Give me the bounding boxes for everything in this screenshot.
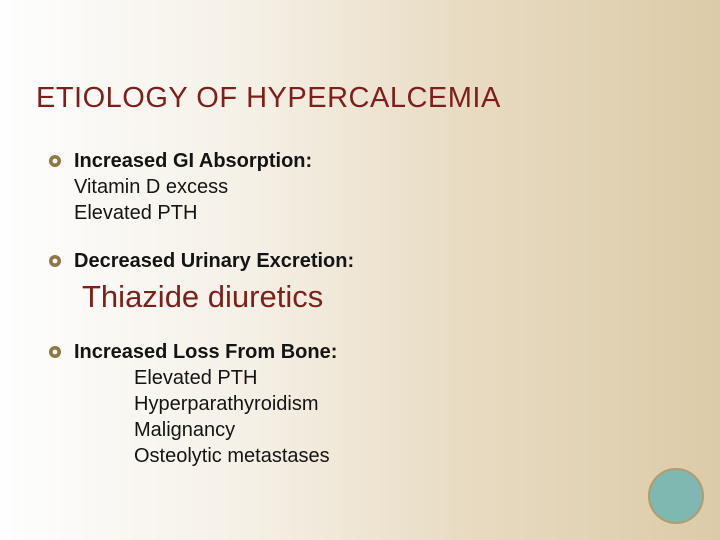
block-sub: Elevated PTH: [74, 200, 312, 226]
bullet-icon: [48, 345, 62, 359]
block-text: Decreased Urinary Excretion:: [74, 248, 354, 274]
block-heading: Decreased Urinary Excretion:: [74, 248, 354, 274]
block-sub: Vitamin D excess: [74, 174, 312, 200]
block-sub: Elevated PTH: [134, 365, 337, 391]
bullet-row: Increased Loss From Bone: Elevated PTH H…: [48, 339, 660, 469]
block-heading: Increased Loss From Bone:: [74, 339, 337, 365]
slide-title: ETIOLOGY OF HYPERCALCEMIA: [36, 82, 501, 115]
content-area: Increased GI Absorption: Vitamin D exces…: [48, 148, 660, 491]
slide: ETIOLOGY OF HYPERCALCEMIA Increased GI A…: [0, 0, 720, 540]
block-sub: Hyperparathyroidism: [134, 391, 337, 417]
block-bone-loss: Increased Loss From Bone: Elevated PTH H…: [48, 339, 660, 469]
block-text: Increased GI Absorption: Vitamin D exces…: [74, 148, 312, 226]
block-text: Increased Loss From Bone: Elevated PTH H…: [74, 339, 337, 469]
bullet-icon: [48, 254, 62, 268]
bullet-row: Increased GI Absorption: Vitamin D exces…: [48, 148, 660, 226]
bullet-row: Decreased Urinary Excretion:: [48, 248, 660, 274]
decorative-circle-icon: [648, 468, 704, 524]
block-gi-absorption: Increased GI Absorption: Vitamin D exces…: [48, 148, 660, 226]
block-sub: Malignancy: [134, 417, 337, 443]
block-urinary-excretion: Decreased Urinary Excretion: Thiazide di…: [48, 248, 660, 317]
thiazide-line: Thiazide diuretics: [82, 278, 660, 317]
block-heading: Increased GI Absorption:: [74, 148, 312, 174]
block-sub: Osteolytic metastases: [134, 443, 337, 469]
bullet-icon: [48, 154, 62, 168]
